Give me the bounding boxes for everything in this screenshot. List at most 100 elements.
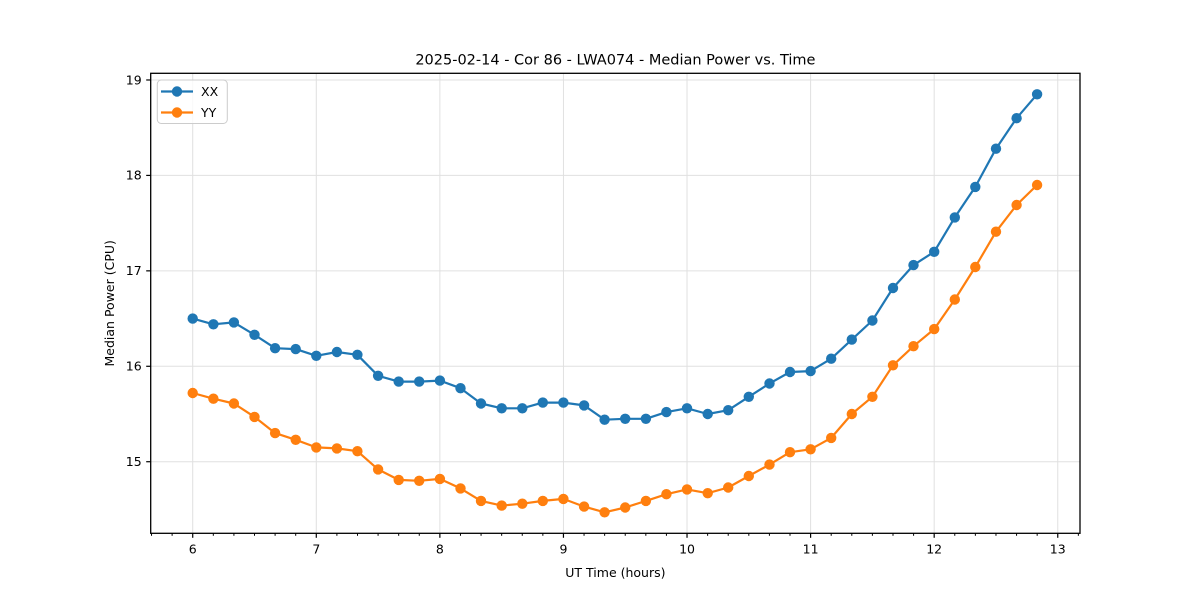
data-point-yy [414,475,425,486]
data-point-yy [846,408,857,420]
data-point-yy [1011,199,1022,211]
data-point-xx [640,413,652,424]
data-point-yy [187,387,198,399]
data-point-yy [661,489,672,500]
data-point-yy [517,498,528,509]
x-tick-label: 10 [679,541,695,556]
data-point-xx [455,383,466,394]
data-point-xx [558,397,569,408]
plot-border [150,72,1081,534]
data-point-yy [908,341,919,352]
y-tick-label: 16 [126,359,142,374]
data-point-xx [723,405,734,416]
data-point-yy [496,500,507,511]
x-tick-label: 12 [926,541,942,556]
data-point-xx [434,375,446,386]
x-tick-label: 7 [312,541,320,556]
data-point-xx [764,378,775,389]
data-point-yy [990,226,1002,237]
data-point-yy [620,502,631,513]
legend-label-yy: YY [200,105,217,120]
data-point-yy [743,470,754,482]
x-tick-label: 8 [436,541,444,556]
data-point-xx [331,346,343,358]
data-point-xx [826,353,837,364]
y-tick-label: 18 [126,168,142,183]
data-point-yy [352,446,363,457]
data-point-yy [805,444,816,455]
data-point-xx [1011,113,1022,124]
data-point-yy [208,393,219,404]
data-point-xx [517,403,528,414]
data-point-xx [970,181,981,193]
data-point-xx [311,350,322,361]
data-point-yy [249,411,260,423]
data-point-yy [867,391,878,402]
data-point-xx [661,406,672,418]
data-point-xx [187,313,198,324]
data-point-xx [805,365,816,377]
data-point-yy [228,398,240,409]
grid-lines [150,73,1080,534]
data-point-xx [393,376,404,387]
data-point-xx [414,376,425,387]
data-point-xx [702,408,713,420]
data-point-xx [290,343,301,355]
data-point-yy [475,495,487,507]
x-tick-label: 9 [559,541,567,556]
data-point-yy [578,501,590,512]
series-line-xx [192,93,1038,421]
y-tick-label: 15 [126,454,142,469]
data-point-yy [640,495,652,507]
y-tick-label: 17 [126,263,142,278]
data-point-yy [537,495,548,507]
data-point-xx [620,413,631,424]
data-point-yy [393,474,404,486]
data-point-xx [578,400,590,411]
data-point-xx [269,343,281,354]
data-point-xx [929,246,940,257]
data-point-yy [949,294,960,305]
data-point-yy [681,484,693,495]
data-point-xx [537,397,548,408]
legend-label-xx: XX [201,84,219,99]
data-point-xx [1031,89,1043,100]
data-point-xx [249,329,260,340]
data-point-yy [455,483,466,494]
y-tick-label: 19 [126,72,142,87]
data-point-xx [372,370,384,381]
data-point-xx [228,317,240,328]
x-axis-label: UT Time (hours) [565,565,665,580]
data-point-xx [990,143,1002,154]
data-point-yy [970,261,981,273]
x-tick-label: 6 [189,541,197,556]
data-point-yy [702,488,713,499]
x-tick-label: 11 [803,541,819,556]
data-point-yy [723,482,734,493]
data-point-yy [331,443,343,454]
legend-marker-yy-icon [171,107,183,118]
data-point-xx [475,398,487,409]
data-point-yy [290,434,301,445]
y-axis-label: Median Power (CPU) [102,240,117,366]
data-point-xx [867,315,878,326]
data-point-xx [599,414,610,425]
x-tick-label: 13 [1050,541,1066,556]
axes-frame [150,72,1081,534]
data-point-xx [496,403,507,414]
data-point-xx [743,391,754,402]
data-point-yy [434,473,446,485]
data-point-xx [908,259,919,271]
data-point-xx [352,349,363,360]
data-point-yy [764,459,775,470]
data-point-yy [826,432,837,444]
data-point-yy [929,323,940,335]
data-point-yy [311,442,322,453]
data-point-yy [1031,179,1043,191]
legend: XX YY [156,79,228,124]
data-point-xx [784,366,796,378]
legend-marker-xx-icon [171,86,183,97]
axis-ticks [146,79,1079,538]
data-point-xx [681,403,693,414]
